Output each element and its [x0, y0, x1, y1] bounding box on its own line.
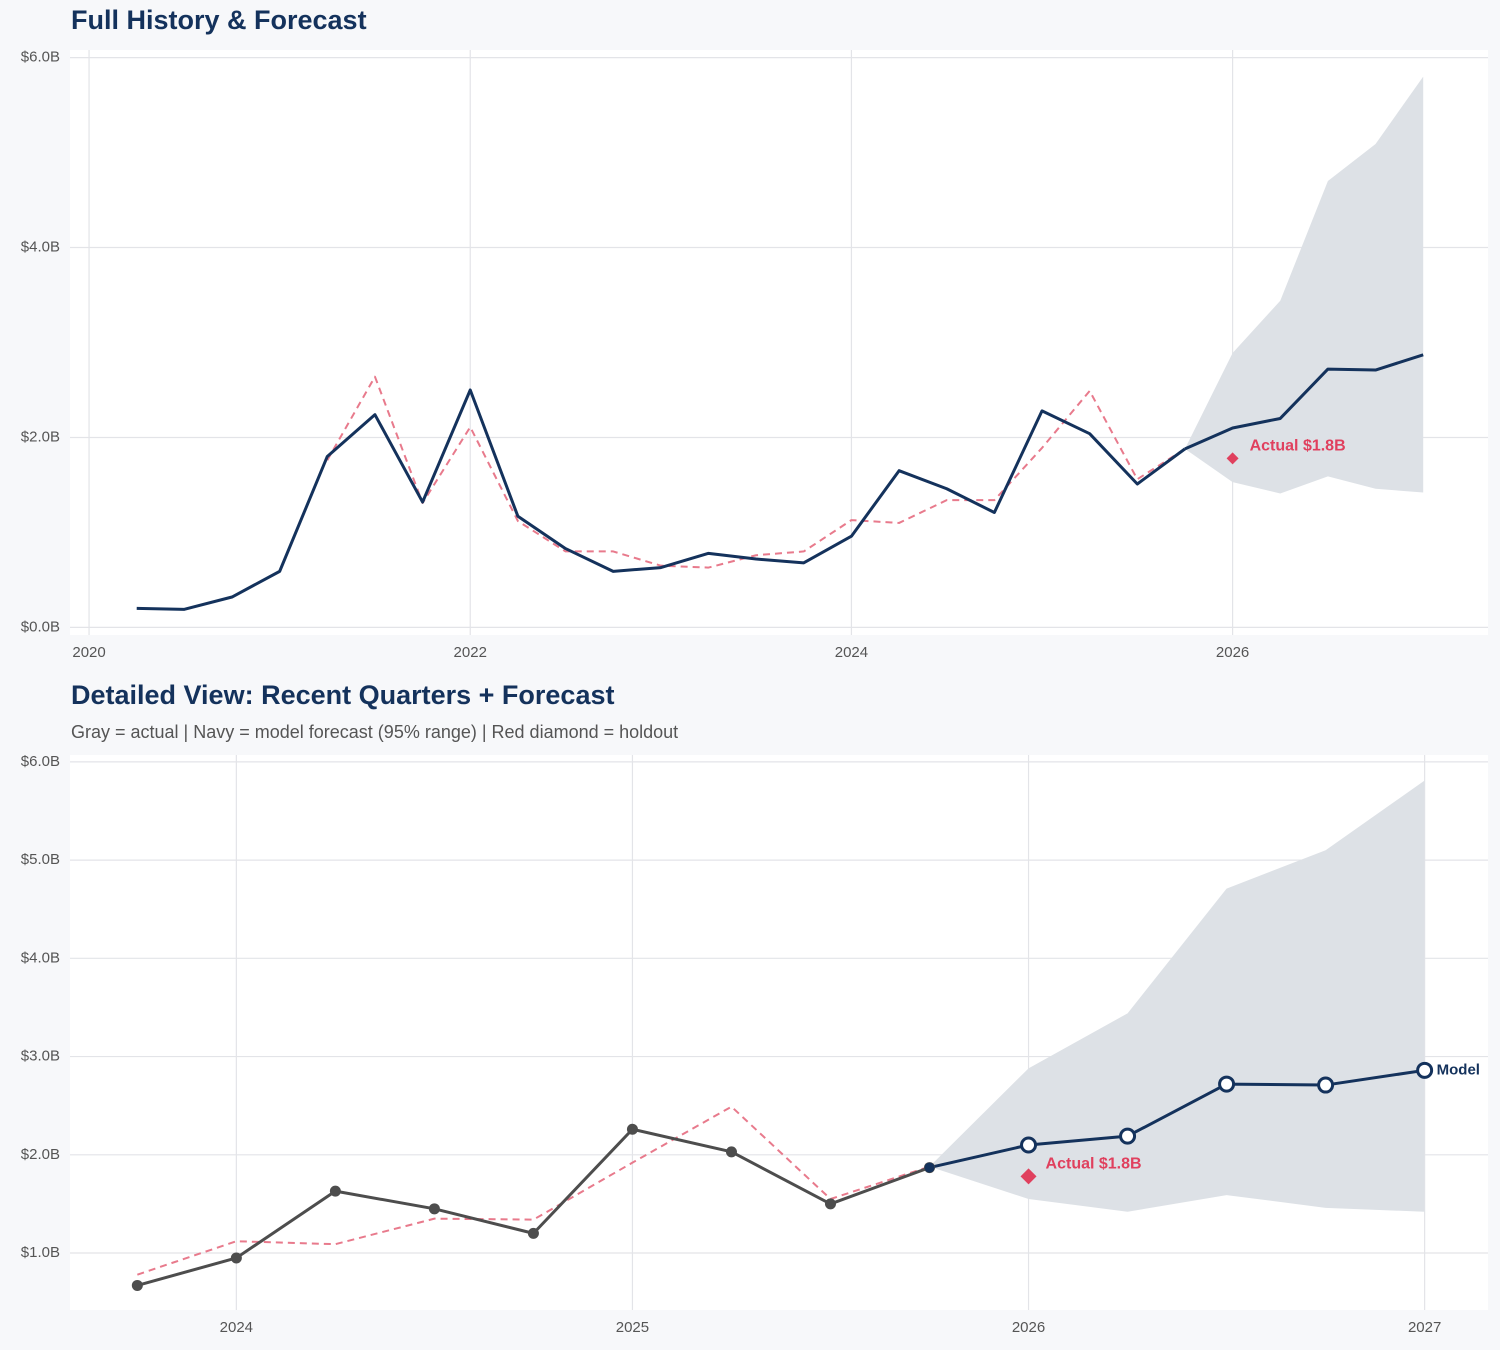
x-tick-label: 2024 [835, 644, 868, 661]
fitted-line [137, 1105, 930, 1276]
x-tick-label: 2022 [454, 644, 487, 661]
x-tick-label: 2026 [1012, 1319, 1045, 1336]
y-tick-label: $5.0B [21, 851, 60, 868]
point [626, 1123, 638, 1135]
series-label: Model [1437, 1061, 1480, 1078]
holdout-marker [1226, 452, 1239, 465]
x-tick-label: 2020 [72, 644, 105, 661]
fitted-line [326, 375, 1186, 569]
y-tick-label: $1.0B [21, 1244, 60, 1261]
chart-title: Detailed View: Recent Quarters + Forecas… [71, 680, 614, 710]
point [1020, 1136, 1038, 1154]
point [725, 1146, 737, 1158]
point [1119, 1127, 1137, 1145]
chart-subtitle: Gray = actual | Navy = model forecast (9… [71, 722, 678, 742]
point [527, 1227, 539, 1239]
chart-title: Full History & Forecast [71, 5, 367, 35]
point [131, 1279, 143, 1291]
point [1317, 1076, 1335, 1094]
y-tick-label: $6.0B [21, 49, 60, 66]
point [824, 1198, 836, 1210]
series-line [929, 1068, 1425, 1170]
x-tick-label: 2026 [1216, 644, 1249, 661]
y-tick-label: $4.0B [21, 239, 60, 256]
x-tick-label: 2027 [1408, 1319, 1441, 1336]
series-line [1184, 353, 1424, 451]
y-tick-label: $0.0B [21, 618, 60, 635]
point [1416, 1061, 1434, 1079]
x-tick-label: 2025 [616, 1319, 649, 1336]
holdout-label: Actual $1.8B [1046, 1156, 1142, 1173]
y-tick-label: $2.0B [21, 1146, 60, 1163]
holdout-label: Actual $1.8B [1250, 438, 1346, 455]
forecast-band [929, 780, 1425, 1212]
point [329, 1185, 341, 1197]
forecast-band [1184, 76, 1424, 494]
point [230, 1252, 242, 1264]
x-tick-label: 2024 [220, 1319, 253, 1336]
point [924, 1162, 935, 1173]
holdout-marker [1020, 1168, 1037, 1185]
point [428, 1203, 440, 1215]
y-tick-label: $6.0B [21, 753, 60, 770]
y-tick-label: $2.0B [21, 428, 60, 445]
point [1218, 1075, 1236, 1093]
y-tick-label: $3.0B [21, 1048, 60, 1065]
series-line [136, 388, 1186, 611]
y-tick-label: $4.0B [21, 949, 60, 966]
